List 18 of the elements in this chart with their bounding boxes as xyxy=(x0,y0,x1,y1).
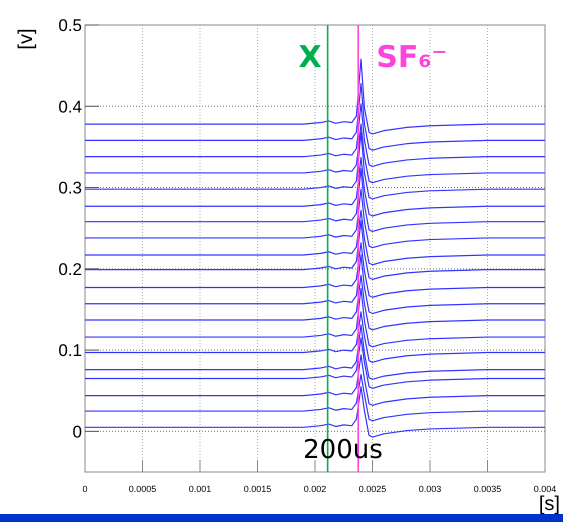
x-tick-label: 0.0035 xyxy=(474,484,502,494)
x-tick-label: 0.004 xyxy=(534,484,556,494)
x-tick-label: 0.003 xyxy=(418,484,442,494)
y-axis-title: [v] xyxy=(15,28,37,50)
y-tick-label: 0.1 xyxy=(58,341,82,360)
y-tick-label: 0.4 xyxy=(58,97,82,116)
x-tick-label: 0.0015 xyxy=(244,484,272,494)
ref-line-label: SF₆⁻ xyxy=(376,40,448,75)
x-axis-title: [s] xyxy=(538,493,560,515)
y-tick-label: 0 xyxy=(72,422,82,442)
ref-line-label: X xyxy=(298,40,322,75)
y-tick-label: 0.3 xyxy=(58,178,82,198)
x-tick-label: 0.0005 xyxy=(128,484,156,494)
y-tick-label: 0.5 xyxy=(58,16,82,35)
x-tick-label: 0.0025 xyxy=(358,484,386,494)
y-tick-label: 0.2 xyxy=(58,260,82,279)
x-tick-label: 0.002 xyxy=(304,484,326,494)
x-tick-label: 0.001 xyxy=(188,484,212,494)
